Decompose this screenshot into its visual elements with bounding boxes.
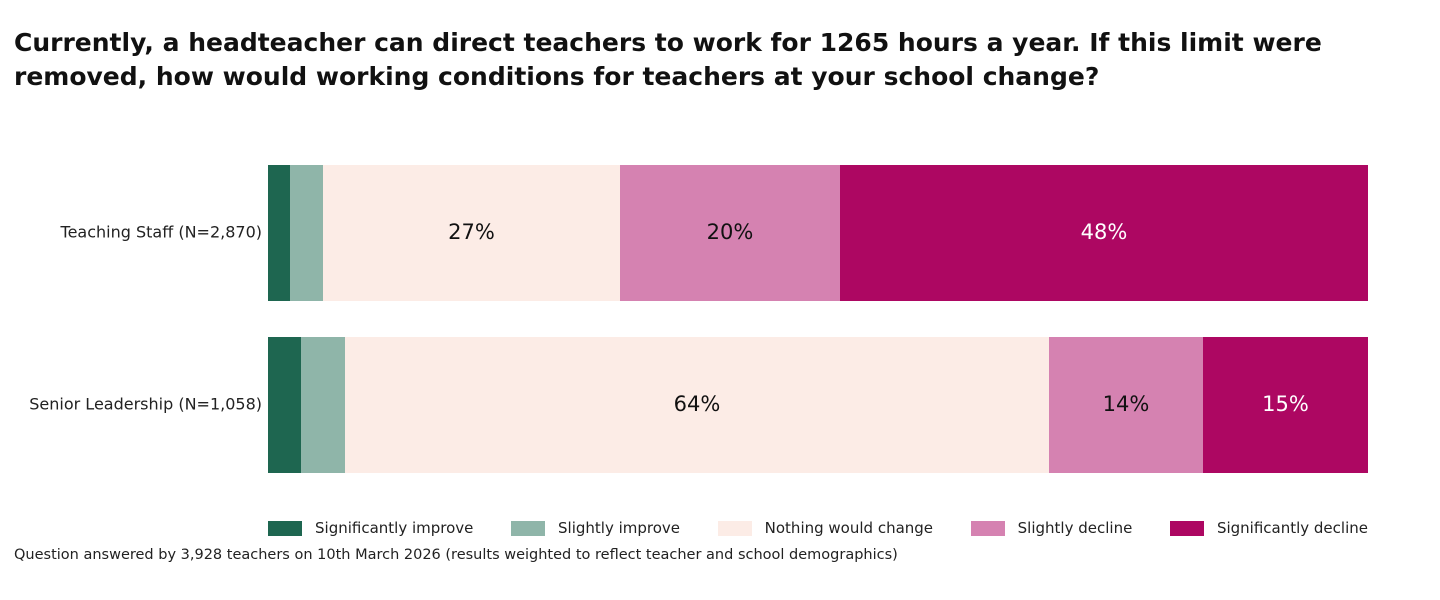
data-label: 20% [707, 220, 754, 244]
bar-segment [268, 165, 290, 301]
legend-item-slightly-decline: Slightly decline [970, 519, 1133, 537]
bar-segment [301, 337, 345, 473]
legend-label: Significantly decline [1216, 519, 1368, 537]
bar-segment [268, 337, 301, 473]
bar-segment [1203, 337, 1368, 473]
chart-title: Currently, a headteacher can direct teac… [14, 28, 1322, 91]
data-label: 64% [674, 392, 721, 416]
data-label: 14% [1103, 392, 1150, 416]
legend-swatch [511, 520, 546, 536]
legend-label: Significantly improve [315, 519, 474, 537]
legend-swatch [717, 520, 752, 536]
bar-segment [620, 165, 840, 301]
data-label: 27% [448, 220, 495, 244]
legend-label: Nothing would change [764, 519, 934, 537]
bar-segment [840, 165, 1368, 301]
chart-legend: Significantly improve Slightly improve N… [268, 517, 1368, 539]
legend-swatch [268, 520, 302, 536]
legend-label: Slightly decline [1017, 519, 1133, 537]
legend-item-significantly-improve: Significantly improve [268, 519, 473, 537]
bar-segment [345, 337, 1049, 473]
legend-label: Slightly improve [558, 519, 681, 537]
legend-swatch [970, 520, 1005, 536]
legend-item-slightly-improve: Slightly improve [511, 519, 680, 537]
legend-item-nothing-would-change: Nothing would change [717, 519, 934, 537]
chart-footnote: Question answered by 3,928 teachers on 1… [14, 547, 898, 563]
category-label: Teaching Staff (N=2,870) [60, 223, 262, 242]
data-label: 48% [1081, 220, 1128, 244]
bar-segment [1049, 337, 1203, 473]
bar-segment [323, 165, 620, 301]
bar-segment [290, 165, 323, 301]
legend-item-significantly-decline: Significantly decline [1169, 519, 1368, 537]
legend-swatch [1169, 520, 1204, 536]
category-label: Senior Leadership (N=1,058) [29, 395, 262, 414]
data-label: 15% [1262, 392, 1309, 416]
